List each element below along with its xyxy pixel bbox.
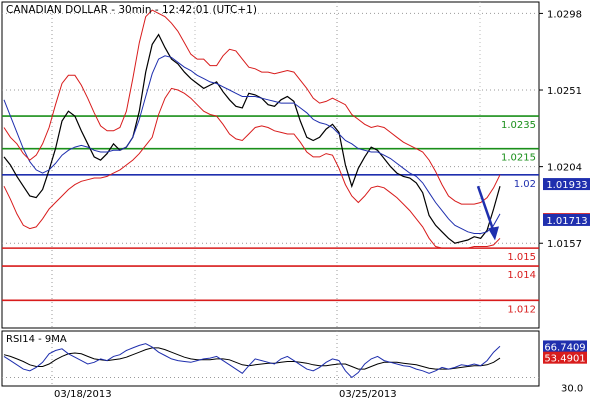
rsi-value-box-label: 53.4901: [544, 354, 585, 365]
rsi-value-box: 53.4901: [543, 351, 587, 365]
grid: [2, 2, 539, 386]
level-label: 1.0215: [501, 153, 536, 164]
series-line-bollinger-lower: [3, 87, 501, 249]
level-label: 1.014: [507, 270, 536, 281]
level-label: 1.02: [514, 179, 536, 190]
level-label: 1.0235: [501, 120, 536, 131]
x-date-label: 03/18/2013: [54, 389, 112, 400]
forecast-arrow-shaft: [476, 185, 496, 233]
series-line-bollinger-upper: [3, 9, 501, 205]
rsi-value-box-bg: [543, 340, 587, 353]
rsi-line: [3, 343, 501, 379]
rsi-panel-frame: [1, 330, 540, 387]
series-line-price: [3, 33, 501, 244]
rsi-tick-label: 30.0: [561, 384, 583, 395]
price-panel-frame: [1, 1, 540, 329]
price-value-box-bg: [543, 213, 590, 226]
price-tick-label: 1.0204: [547, 163, 582, 174]
price-tick-label: 1.0298: [547, 9, 582, 20]
rsi-series: [3, 343, 501, 379]
rsi-value-box: 66.7409: [543, 340, 587, 353]
x-date-label: 03/25/2013: [339, 389, 397, 400]
price-value-box: 1.01713: [543, 213, 590, 227]
chart-title: CANADIAN DOLLAR - 30min - 12:42:01 (UTC+…: [6, 4, 257, 16]
price-series: [3, 9, 501, 249]
level-label: 1.015: [507, 252, 536, 263]
price-tick-label: 1.0157: [547, 239, 582, 250]
price-tick-label: 1.0251: [547, 86, 582, 97]
price-value-box-label: 1.01713: [546, 216, 587, 227]
series-line-moving-average: [3, 55, 501, 234]
rsi-label: RSI14 - 9MA: [6, 334, 67, 345]
rsi-ma-line: [3, 347, 501, 370]
forecast-arrow-head: [488, 226, 499, 241]
level-label: 1.012: [507, 304, 536, 315]
rsi-value-box-bg: [543, 351, 587, 364]
price-value-box: 1.01933: [543, 178, 590, 191]
price-value-box-label: 1.01933: [546, 180, 587, 191]
rsi-value-box-label: 66.7409: [544, 342, 585, 353]
forecast-arrow: [476, 185, 499, 241]
axis-labels: 1.0298 1.0251 1.0204 1.0157 03/18/2013 03/25/…: [54, 9, 590, 400]
price-value-box-bg: [543, 178, 590, 191]
